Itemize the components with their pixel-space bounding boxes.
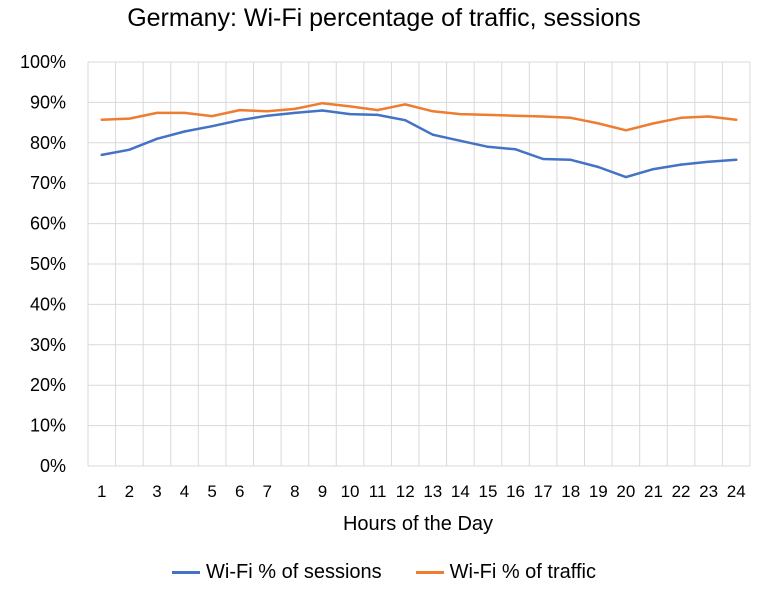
data-point	[486, 145, 490, 149]
data-point	[155, 111, 159, 115]
data-point	[514, 114, 517, 117]
data-point	[652, 167, 655, 171]
data-point	[624, 175, 628, 179]
data-point	[100, 118, 103, 121]
x-tick-label: 7	[263, 482, 272, 501]
x-tick-label: 19	[589, 482, 608, 501]
x-tick-label: 14	[451, 482, 470, 501]
y-tick-label: 100%	[20, 52, 66, 72]
y-tick-label: 0%	[40, 456, 66, 476]
y-tick-label: 60%	[30, 214, 66, 234]
data-point	[707, 115, 710, 118]
data-point	[238, 118, 241, 122]
data-point	[376, 113, 379, 117]
legend-label-sessions: Wi-Fi % of sessions	[206, 561, 382, 583]
data-point	[486, 113, 490, 117]
data-point	[404, 118, 407, 122]
data-point	[597, 122, 600, 125]
data-point	[321, 109, 324, 112]
data-point	[624, 129, 628, 132]
x-tick-label: 2	[125, 482, 134, 501]
x-tick-label: 11	[369, 482, 387, 501]
data-point	[514, 148, 517, 151]
data-point	[679, 116, 683, 119]
data-point	[293, 107, 297, 111]
y-tick-label: 20%	[30, 375, 66, 395]
data-point	[293, 111, 297, 115]
chart-title: Germany: Wi-Fi percentage of traffic, se…	[127, 4, 641, 32]
data-point	[376, 108, 379, 112]
data-point	[431, 110, 434, 113]
y-axis-ticks: 0% 10% 20% 30% 40% 50% 60% 70% 80% 90% 100%	[20, 52, 66, 476]
data-point	[210, 125, 214, 128]
data-point	[183, 111, 186, 115]
y-tick-label: 40%	[30, 294, 66, 314]
data-point	[541, 157, 545, 161]
legend-item-sessions: Wi-Fi % of sessions	[172, 561, 382, 584]
data-point	[238, 108, 241, 112]
series-line-1	[100, 101, 738, 132]
data-point	[735, 118, 738, 121]
data-point	[183, 130, 186, 133]
data-point	[100, 153, 103, 157]
data-point	[266, 114, 269, 117]
y-tick-label: 30%	[30, 335, 66, 355]
x-tick-label: 4	[180, 482, 189, 501]
data-point	[210, 114, 214, 118]
data-point	[569, 158, 572, 161]
x-tick-label: 13	[423, 482, 442, 501]
x-tick-label: 23	[699, 482, 718, 501]
data-point	[128, 117, 131, 120]
x-tick-label: 21	[644, 482, 663, 501]
legend-item-traffic: Wi-Fi % of traffic	[415, 561, 596, 584]
x-tick-label: 16	[506, 482, 525, 501]
legend: Wi-Fi % of sessions Wi-Fi % of traffic	[0, 561, 768, 584]
x-tick-label: 17	[534, 482, 553, 501]
x-tick-label: 3	[152, 482, 161, 501]
data-point	[735, 158, 738, 161]
data-point	[679, 163, 683, 166]
y-tick-label: 80%	[30, 133, 66, 153]
x-tick-label: 1	[97, 482, 106, 501]
series-lines	[100, 101, 738, 179]
x-tick-label: 20	[616, 482, 635, 501]
x-axis-title: Hours of the Day	[343, 513, 493, 535]
x-axis-ticks: 1 2 3 4 5 6 7 8 9 10 11 12 13 14 15 16 17 18 19 20 21 22 23 24	[97, 482, 746, 501]
x-tick-label: 24	[727, 482, 746, 501]
data-point	[404, 103, 407, 106]
x-tick-label: 9	[318, 482, 327, 501]
data-point	[431, 133, 434, 136]
x-tick-label: 6	[235, 482, 244, 501]
y-tick-label: 70%	[30, 173, 66, 193]
data-point	[155, 137, 159, 140]
legend-swatch-sessions	[172, 571, 201, 574]
data-point	[348, 105, 352, 108]
series-line-0	[100, 109, 738, 179]
y-tick-label: 10%	[30, 416, 66, 436]
data-point	[459, 139, 462, 142]
legend-label-traffic: Wi-Fi % of traffic	[449, 561, 596, 583]
y-tick-label: 50%	[30, 254, 66, 274]
x-tick-label: 5	[207, 482, 216, 501]
data-point	[541, 115, 545, 118]
y-tick-label: 90%	[30, 92, 66, 112]
data-point	[128, 148, 131, 151]
x-tick-label: 22	[672, 482, 691, 501]
data-point	[597, 165, 600, 169]
gridlines	[87, 61, 751, 467]
x-tick-label: 8	[290, 482, 299, 501]
data-point	[707, 160, 710, 163]
x-tick-label: 15	[478, 482, 497, 501]
legend-swatch-traffic	[415, 571, 444, 574]
x-tick-label: 18	[561, 482, 580, 501]
data-point	[569, 116, 572, 119]
data-point	[348, 112, 352, 116]
data-point	[652, 122, 655, 125]
data-point	[459, 112, 462, 116]
data-point	[321, 102, 324, 105]
x-tick-label: 12	[396, 482, 415, 501]
x-tick-label: 10	[341, 482, 360, 501]
data-point	[266, 110, 269, 113]
